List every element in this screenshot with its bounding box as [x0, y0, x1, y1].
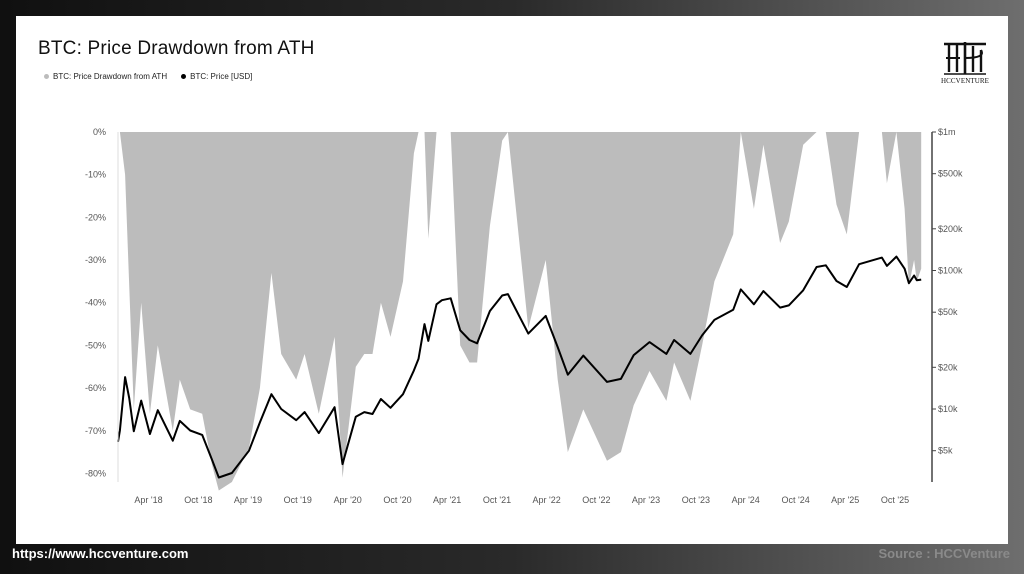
left-tick-label: -10%	[85, 170, 106, 180]
x-tick-label: Apr '25	[831, 495, 859, 505]
chart-legend: BTC: Price Drawdown from ATH BTC: Price …	[44, 72, 252, 81]
chart-svg: 0% -10% -20% -30% -40% -50% -60% -70% -80% $1m $50…	[85, 127, 963, 505]
right-tick-label: $5k	[938, 446, 953, 456]
left-tick-label: -50%	[85, 340, 106, 350]
x-tick-label: Apr '19	[234, 495, 262, 505]
right-tick-label: $1m	[938, 127, 956, 137]
right-tick-label: $20k	[938, 362, 958, 372]
legend-swatch-drawdown	[44, 74, 49, 79]
chart-card: 0% -10% -20% -30% -40% -50% -60% -70% -80% $1m $50…	[16, 16, 1008, 544]
footer-url[interactable]: https://www.hccventure.com	[12, 546, 189, 561]
logo-text: HCCVENTURE	[940, 77, 990, 85]
x-tick-label: Apr '20	[334, 495, 362, 505]
x-tick-label: Oct '22	[582, 495, 610, 505]
x-tick-label: Oct '23	[682, 495, 710, 505]
x-tick-label: Apr '18	[134, 495, 162, 505]
right-tick-label: $500k	[938, 169, 963, 179]
left-tick-label: -60%	[85, 383, 106, 393]
price-line	[117, 255, 922, 479]
left-tick-label: -80%	[85, 469, 106, 479]
x-tick-label: Apr '24	[732, 495, 760, 505]
x-tick-label: Apr '21	[433, 495, 461, 505]
logo-mark-icon	[944, 42, 986, 75]
x-tick-label: Oct '19	[284, 495, 312, 505]
left-tick-label: -40%	[85, 298, 106, 308]
x-tick-label: Oct '25	[881, 495, 909, 505]
x-tick-label: Apr '23	[632, 495, 660, 505]
x-tick-label: Oct '21	[483, 495, 511, 505]
x-tick-label: Apr '22	[532, 495, 560, 505]
right-tick-label: $200k	[938, 224, 963, 234]
legend-label-drawdown: BTC: Price Drawdown from ATH	[53, 72, 168, 81]
right-tick-label: $100k	[938, 266, 963, 276]
left-tick-label: -20%	[85, 212, 106, 222]
hccventure-logo: HCCVENTURE	[938, 40, 992, 86]
legend-swatch-price	[181, 74, 187, 79]
x-tick-label: Oct '18	[184, 495, 212, 505]
legend-item-price[interactable]: BTC: Price [USD]	[181, 72, 252, 81]
legend-item-drawdown[interactable]: BTC: Price Drawdown from ATH	[44, 72, 167, 81]
right-tick-label: $50k	[938, 307, 958, 317]
footer-source: Source : HCCVenture	[878, 546, 1010, 561]
x-tick-label: Oct '20	[383, 495, 411, 505]
left-tick-label: 0%	[93, 127, 106, 137]
left-tick-label: -70%	[85, 426, 106, 436]
x-tick-label: Oct '24	[781, 495, 809, 505]
legend-label-price: BTC: Price [USD]	[190, 72, 253, 81]
left-tick-label: -30%	[85, 255, 106, 265]
right-tick-label: $10k	[938, 404, 958, 414]
chart-title: BTC: Price Drawdown from ATH	[38, 38, 315, 59]
drawdown-area	[119, 132, 922, 491]
